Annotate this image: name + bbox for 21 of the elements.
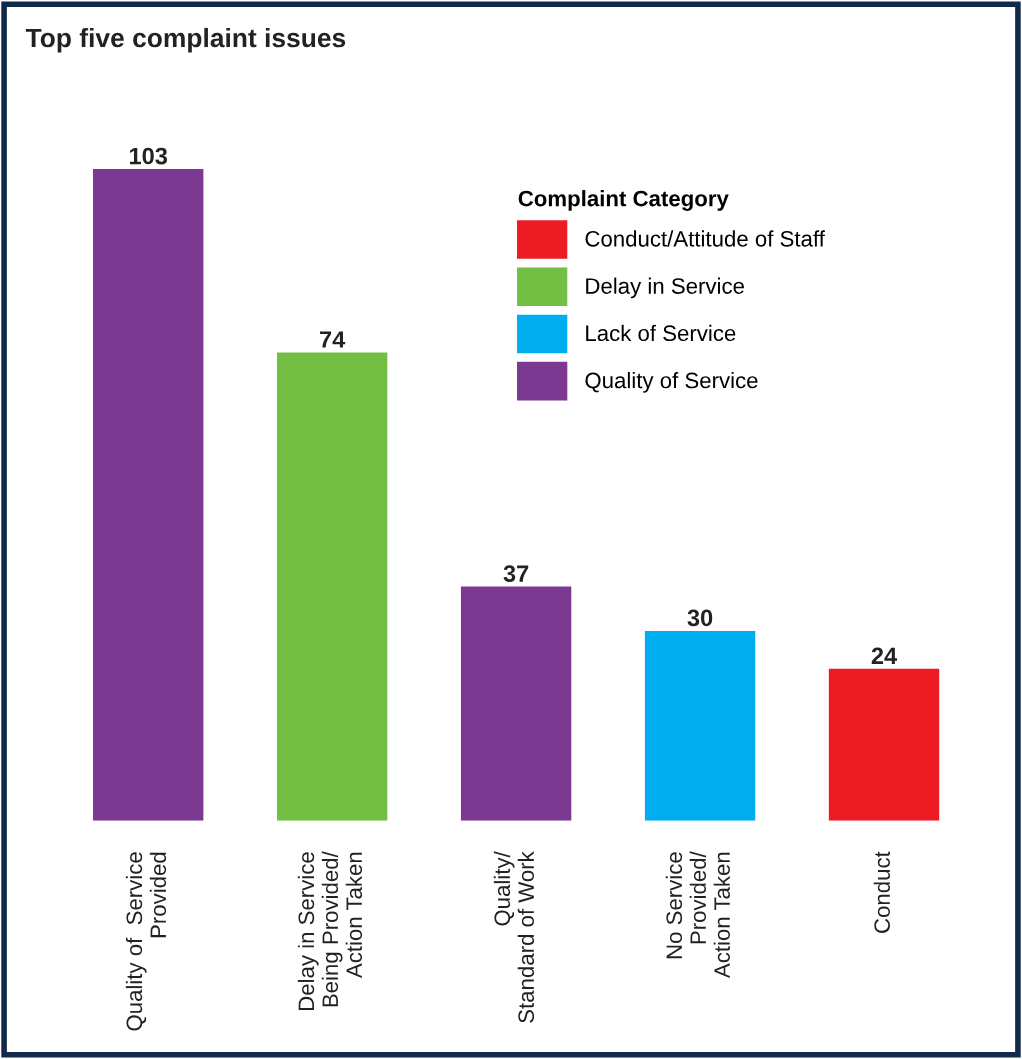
data-label: 103 xyxy=(129,147,168,165)
x-tick-label: No Service Provided/ Action Taken xyxy=(665,851,730,979)
legend-label: Delay in Service xyxy=(586,277,744,299)
data-label: 74 xyxy=(320,331,346,348)
legend-label: Conduct/Attitude of Staff xyxy=(585,230,825,247)
data-label: 37 xyxy=(503,565,529,582)
legend-label: Quality of Service xyxy=(585,372,758,393)
bar xyxy=(460,586,572,821)
chart-title: Top five complaint issues xyxy=(25,27,346,53)
x-tick-label: Quality/ Standard of Work xyxy=(493,851,535,1023)
legend-label: Lack of Service xyxy=(586,324,736,342)
data-label: 30 xyxy=(687,609,713,627)
bar xyxy=(93,169,204,821)
bar xyxy=(644,630,756,821)
legend-title: Complaint Category xyxy=(518,190,729,211)
x-tick-label: Delay in Service Being Provided/ Action Taken xyxy=(297,851,363,1011)
data-label: 24 xyxy=(871,647,898,664)
x-tick-label: Conduct xyxy=(873,851,890,933)
x-tick-label: Quality of Service Provided xyxy=(125,852,167,1031)
bar xyxy=(828,668,940,821)
bar xyxy=(276,352,388,821)
